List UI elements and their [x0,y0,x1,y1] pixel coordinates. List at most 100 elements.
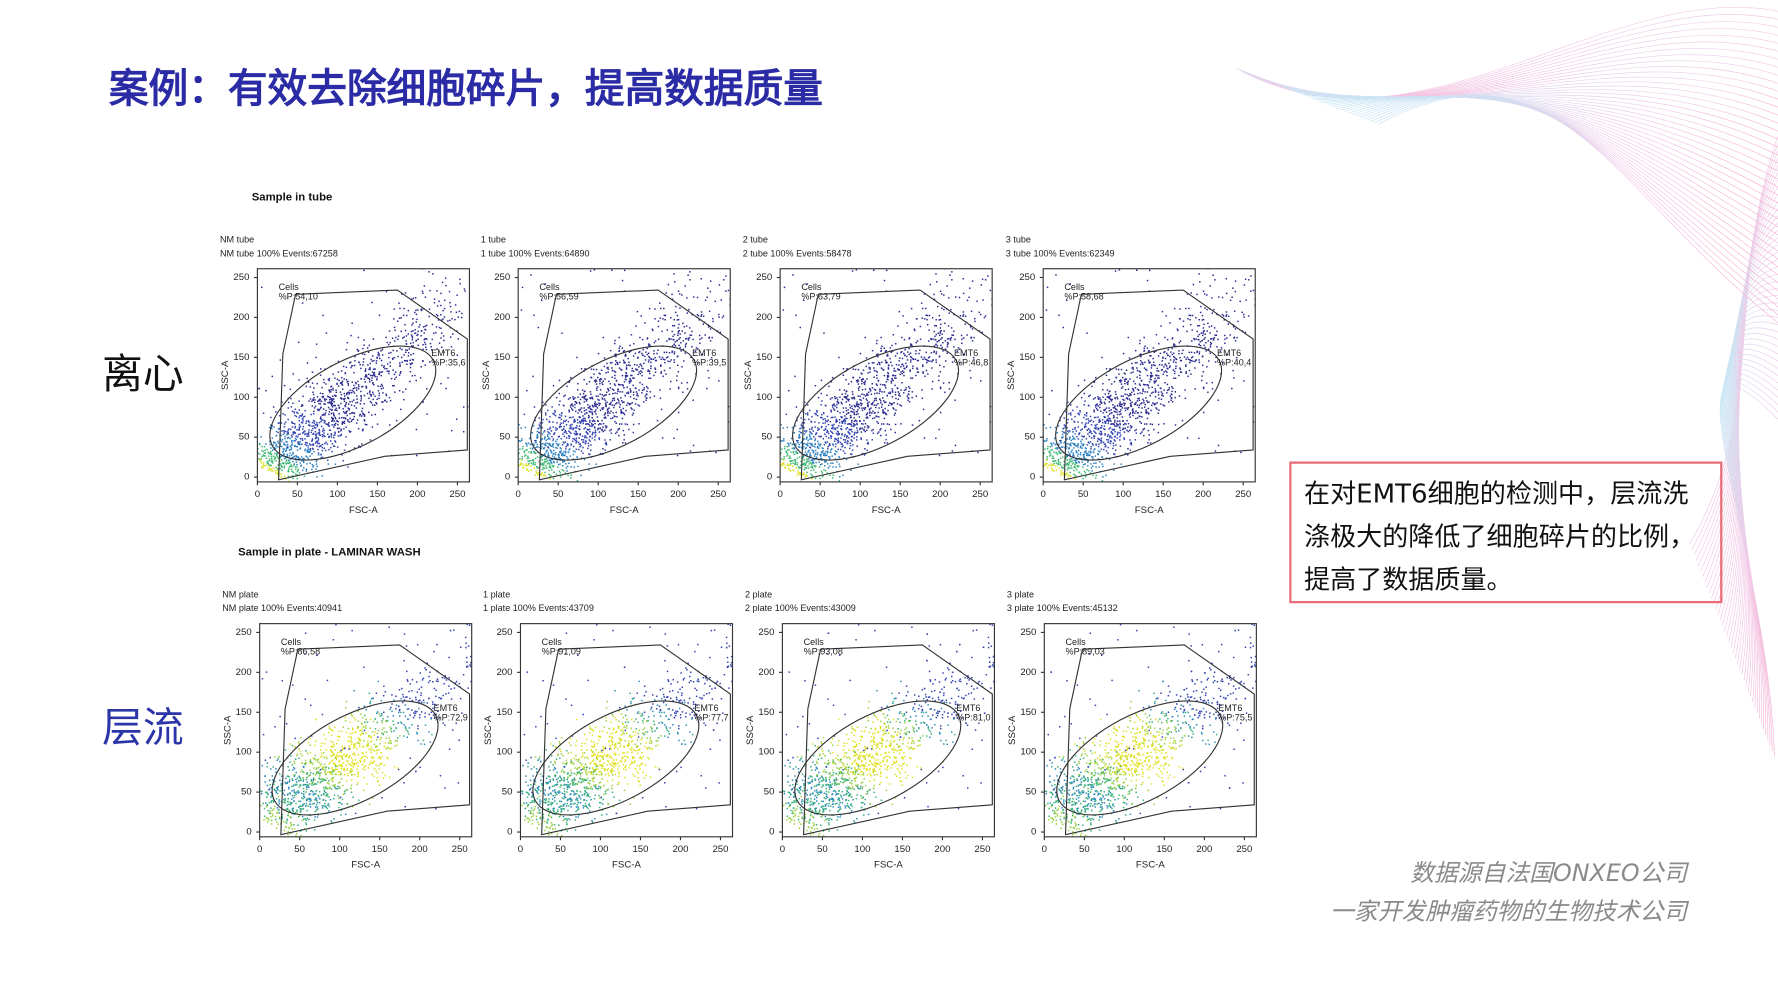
event-dot [567,466,568,467]
event-dot [823,419,824,420]
event-dot [292,434,293,435]
event-dot [919,420,920,421]
event-dot [538,417,539,418]
event-dot [654,395,655,396]
event-dot [872,387,873,388]
event-dot [1090,448,1091,449]
event-dot [577,466,578,467]
event-dot [554,410,555,411]
event-dot [1264,284,1265,285]
event-dot [329,378,330,379]
event-dot [308,449,309,450]
event-dot [745,299,746,300]
event-dot [886,350,887,351]
event-dot [858,380,859,381]
event-dot [578,437,579,438]
event-dot [328,425,329,426]
event-dot [459,279,460,280]
event-dot [573,466,574,467]
event-dot [366,387,367,388]
event-dot [566,419,567,420]
event-dot [936,341,937,342]
event-dot [344,421,345,422]
event-dot [521,463,522,464]
event-dot [1007,299,1008,300]
event-dot [684,332,685,333]
event-dot [319,433,320,434]
event-dot [1161,399,1162,400]
event-dot [1090,451,1091,452]
event-dot [591,397,592,398]
event-dot [435,332,436,333]
event-dot [292,403,293,404]
event-dot [392,337,393,338]
event-dot [394,391,395,392]
event-dot [887,442,888,443]
event-dot [852,391,853,392]
event-dot [547,443,548,444]
event-dot [568,438,569,439]
event-dot [398,302,399,303]
event-dot [830,411,831,412]
event-dot [679,330,680,331]
event-dot [610,429,611,430]
event-dot [510,447,511,448]
event-dot [859,396,860,397]
event-dot [1145,404,1146,405]
event-dot [939,319,940,320]
event-dot [810,470,811,471]
event-dot [504,449,505,450]
event-dot [687,275,688,276]
event-dot [864,380,865,381]
event-dot [576,403,577,404]
event-dot [396,377,397,378]
event-dot [548,474,549,475]
event-dot [606,406,607,407]
event-dot [417,338,418,339]
event-dot [305,422,306,423]
event-dot [551,452,552,453]
event-dot [836,433,837,434]
event-dot [1183,320,1184,321]
event-dot [1076,469,1077,470]
event-dot [633,392,634,393]
event-dot [280,359,281,360]
event-dot [335,395,336,396]
event-dot [1199,281,1200,282]
event-dot [558,464,559,465]
event-dot [417,331,418,332]
event-dot [922,317,923,318]
event-dot [845,439,846,440]
event-dot [293,465,294,466]
event-dot [622,391,623,392]
event-dot [895,375,896,376]
event-dot [321,475,322,476]
event-dot [450,311,451,312]
event-dot [595,401,596,402]
event-dot [823,438,824,439]
event-dot [907,399,908,400]
event-dot [292,453,293,454]
event-dot [856,427,857,428]
event-dot [330,447,331,448]
event-dot [1098,443,1099,444]
event-dot [942,350,943,351]
event-dot [336,410,337,411]
event-dot [367,377,368,378]
event-dot [701,314,702,315]
event-dot [389,342,390,343]
event-dot [831,397,832,398]
event-dot [284,475,285,476]
event-dot [580,475,581,476]
event-dot [646,391,647,392]
event-dot [874,398,875,399]
event-dot [874,417,875,418]
event-dot [608,368,609,369]
event-dot [285,444,286,445]
event-dot [922,372,923,373]
event-dot [678,338,679,339]
event-dot [328,463,329,464]
event-dot [1203,371,1204,372]
event-dot [608,390,609,391]
event-dot [1122,396,1123,397]
